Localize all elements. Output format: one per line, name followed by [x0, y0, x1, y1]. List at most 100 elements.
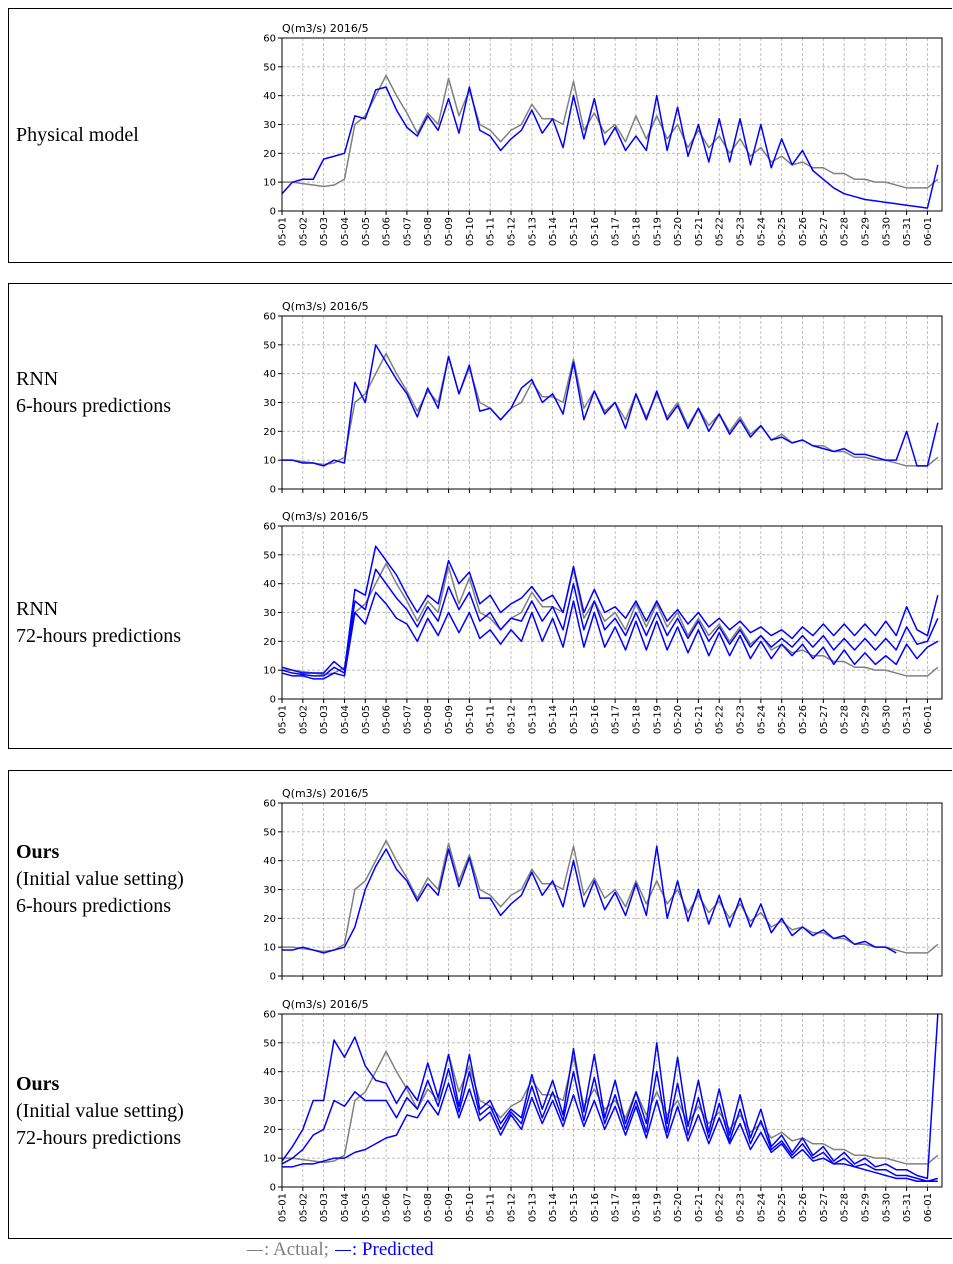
- x-tick-label: 05-02: [298, 217, 309, 246]
- x-tick-label: 05-19: [652, 705, 663, 734]
- y-tick-label: 50: [263, 827, 276, 838]
- x-tick-label: 06-01: [923, 1193, 934, 1222]
- x-tick-label: 05-25: [777, 217, 788, 246]
- x-tick-label: 05-02: [298, 705, 309, 734]
- x-tick-label: 05-27: [819, 217, 830, 246]
- y-tick-label: 30: [263, 1096, 276, 1107]
- x-tick-label: 05-15: [569, 1193, 580, 1222]
- y-tick-label: 0: [270, 695, 276, 706]
- y-tick-label: 30: [263, 608, 276, 619]
- x-tick-label: 05-22: [715, 1193, 726, 1222]
- series-line: [282, 1050, 939, 1165]
- label-line: RNN: [16, 368, 59, 390]
- y-tick-label: 10: [263, 1154, 276, 1165]
- x-tick-label: 05-01: [278, 1193, 289, 1222]
- x-tick-label: 05-15: [569, 217, 580, 246]
- x-tick-label: 05-21: [694, 217, 705, 246]
- x-tick-label: 05-11: [486, 1193, 497, 1222]
- x-tick-label: 05-23: [736, 705, 747, 734]
- x-tick-label: 05-26: [798, 1193, 809, 1222]
- x-tick-label: 05-18: [631, 217, 642, 246]
- x-tick-label: 05-20: [673, 217, 684, 246]
- chart-title: Q(m3/s) 2016/5: [282, 510, 369, 523]
- y-tick-label: 50: [263, 1038, 276, 1049]
- x-tick-label: 05-20: [673, 1193, 684, 1222]
- y-tick-label: 40: [263, 579, 276, 590]
- x-tick-label: 05-10: [465, 705, 476, 734]
- y-tick-label: 40: [263, 369, 276, 380]
- y-tick-label: 60: [263, 799, 276, 810]
- x-tick-label: 05-18: [631, 1193, 642, 1222]
- chart-title: Q(m3/s) 2016/5: [282, 998, 369, 1011]
- x-tick-label: 05-31: [902, 217, 913, 246]
- label-line: 6-hours predictions: [16, 395, 171, 417]
- x-tick-label: 05-14: [548, 217, 559, 246]
- series-line: [281, 1013, 939, 1180]
- x-tick-label: 05-06: [382, 705, 393, 734]
- panel-frame: [8, 770, 952, 1239]
- x-tick-label: 05-05: [361, 217, 372, 246]
- legend-label: : Predicted: [351, 1239, 434, 1260]
- x-tick-label: 05-30: [881, 1193, 892, 1222]
- y-tick-label: 30: [263, 398, 276, 409]
- label-line: RNN: [16, 598, 59, 620]
- label-line: Ours: [16, 841, 60, 863]
- x-tick-label: 05-30: [881, 217, 892, 246]
- x-tick-label: 05-04: [340, 705, 351, 734]
- x-tick-label: 05-01: [278, 705, 289, 734]
- series-line: [282, 352, 939, 467]
- y-tick-label: 20: [263, 149, 276, 160]
- panel-frame: [8, 8, 952, 263]
- legend: : Actual; : Predicted: [247, 1239, 440, 1261]
- y-tick-label: 20: [263, 1125, 276, 1136]
- y-tick-label: 40: [263, 1067, 276, 1078]
- x-tick-label: 05-11: [486, 217, 497, 246]
- chart-title: Q(m3/s) 2016/5: [282, 787, 369, 800]
- label-line: 72-hours predictions: [16, 625, 181, 647]
- y-tick-label: 10: [263, 666, 276, 677]
- series-line: [281, 545, 939, 674]
- y-tick-label: 0: [270, 972, 276, 983]
- x-tick-label: 05-22: [715, 705, 726, 734]
- x-tick-label: 05-04: [340, 1193, 351, 1222]
- x-tick-label: 05-25: [777, 705, 788, 734]
- series-line: [282, 839, 939, 954]
- x-tick-label: 05-10: [465, 217, 476, 246]
- y-tick-label: 20: [263, 914, 276, 925]
- x-tick-label: 05-09: [444, 705, 455, 734]
- x-tick-label: 05-03: [319, 217, 330, 246]
- panel-frame: [8, 283, 952, 749]
- label-line: Physical model: [16, 124, 139, 146]
- y-tick-label: 50: [263, 340, 276, 351]
- y-tick-label: 10: [263, 456, 276, 467]
- x-tick-label: 05-13: [527, 1193, 538, 1222]
- x-tick-label: 05-08: [423, 1193, 434, 1222]
- y-tick-label: 10: [263, 943, 276, 954]
- x-tick-label: 05-24: [756, 1193, 767, 1222]
- series-line: [282, 1082, 938, 1182]
- series-line: [282, 845, 897, 954]
- x-tick-label: 05-13: [527, 217, 538, 246]
- x-tick-label: 05-01: [278, 217, 289, 246]
- y-tick-label: 50: [263, 62, 276, 73]
- y-tick-label: 30: [263, 120, 276, 131]
- x-tick-label: 05-05: [361, 1193, 372, 1222]
- y-tick-label: 0: [270, 485, 276, 496]
- series-line: [281, 591, 939, 680]
- x-tick-label: 05-31: [902, 705, 913, 734]
- x-tick-label: 05-03: [319, 705, 330, 734]
- x-tick-label: 05-21: [694, 1193, 705, 1222]
- y-tick-label: 60: [263, 522, 276, 533]
- label-line: Ours: [16, 1073, 60, 1095]
- series-line: [281, 568, 939, 677]
- y-tick-label: 50: [263, 550, 276, 561]
- series-line: [281, 1068, 939, 1182]
- x-tick-label: 05-28: [840, 705, 851, 734]
- x-tick-label: 05-23: [736, 1193, 747, 1222]
- x-tick-label: 05-26: [798, 217, 809, 246]
- y-tick-label: 0: [270, 207, 276, 218]
- x-tick-label: 05-04: [340, 217, 351, 246]
- y-tick-label: 60: [263, 312, 276, 323]
- legend-label: : Actual;: [264, 1239, 329, 1260]
- x-tick-label: 05-13: [527, 705, 538, 734]
